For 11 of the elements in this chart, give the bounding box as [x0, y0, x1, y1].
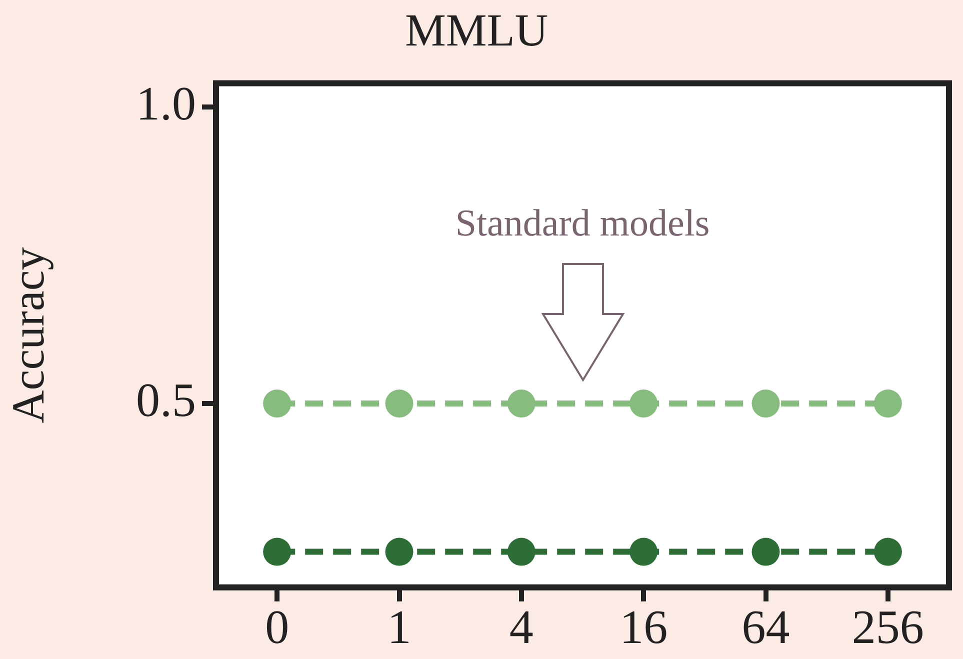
y-tick-label: 1.0 [136, 78, 196, 131]
x-tick-label: 256 [852, 600, 924, 654]
x-tick-label: 1 [387, 600, 412, 654]
y-axis-title: Accuracy [2, 247, 54, 424]
x-tick-label: 64 [742, 600, 790, 654]
x-tick-label: 16 [620, 600, 668, 654]
annotation: Standard models [455, 202, 710, 245]
x-tick-label: 4 [509, 600, 534, 654]
chart-title: MMLU [404, 4, 548, 56]
y-tick-label: 0.5 [136, 374, 196, 428]
x-tick-label: 0 [265, 600, 290, 654]
